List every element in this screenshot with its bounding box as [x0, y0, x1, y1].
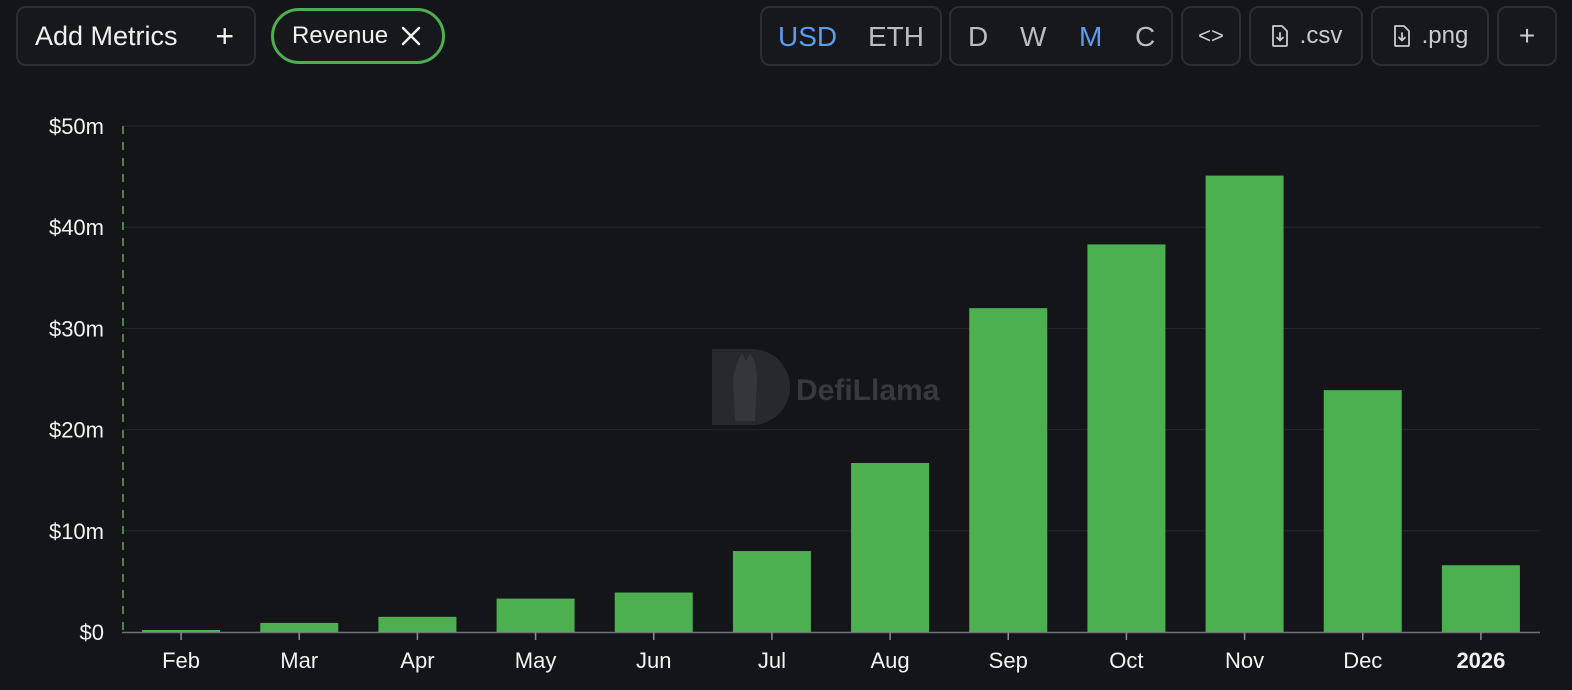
- add-metrics-button[interactable]: Add Metrics +: [16, 6, 256, 66]
- bar-mar[interactable]: [260, 622, 339, 632]
- bar-feb[interactable]: [142, 629, 221, 632]
- csv-label: .csv: [1299, 22, 1343, 49]
- download-csv-button[interactable]: .csv: [1249, 6, 1363, 66]
- currency-option-usd[interactable]: USD: [778, 21, 838, 52]
- grid-lines: [122, 125, 1540, 634]
- add-metrics-label: Add Metrics: [35, 20, 178, 51]
- watermark-text: DefiLlama: [796, 374, 940, 407]
- x-tick-label: Apr: [400, 648, 434, 673]
- x-tick-label: May: [515, 648, 557, 673]
- x-tick-label: Oct: [1109, 648, 1143, 673]
- bar-oct[interactable]: [1087, 244, 1166, 633]
- x-tick-label: Dec: [1343, 648, 1382, 673]
- x-tick-label: Mar: [280, 648, 318, 673]
- y-tick-label: $50m: [49, 114, 104, 139]
- embed-button[interactable]: <>: [1181, 6, 1241, 66]
- currency-toggle: USD ETH: [760, 6, 942, 66]
- bar-apr[interactable]: [378, 616, 457, 632]
- x-tick-label: Aug: [871, 648, 910, 673]
- bar-2026[interactable]: [1441, 565, 1520, 632]
- bar-may[interactable]: [496, 598, 575, 632]
- bar-aug[interactable]: [851, 462, 930, 632]
- plus-icon: +: [215, 18, 234, 54]
- close-icon[interactable]: [400, 23, 422, 49]
- download-png-button[interactable]: .png: [1371, 6, 1489, 66]
- x-tick-label: 2026: [1456, 648, 1505, 673]
- file-download-icon: [1271, 25, 1288, 47]
- y-tick-label: $0: [80, 620, 104, 645]
- code-icon: <>: [1198, 23, 1224, 48]
- png-label: .png: [1421, 22, 1469, 49]
- revenue-bar-chart: DefiLlama $0 $10m $20m $30m $40m $50m Feb Mar A…: [49, 114, 1540, 673]
- x-tick-label: Jun: [636, 648, 671, 673]
- y-axis-ticks: $0 $10m $20m $30m $40m $50m: [49, 114, 104, 645]
- file-download-icon: [1393, 25, 1410, 47]
- plus-icon: +: [1518, 20, 1536, 51]
- x-tick-label: Feb: [162, 648, 200, 673]
- x-tick-label: Nov: [1225, 648, 1264, 673]
- granularity-option-daily[interactable]: D: [968, 21, 989, 52]
- currency-option-eth[interactable]: ETH: [868, 21, 924, 52]
- x-tick-label: Sep: [989, 648, 1028, 673]
- bar-dec[interactable]: [1323, 390, 1402, 632]
- y-tick-label: $40m: [49, 215, 104, 240]
- more-options-button[interactable]: +: [1497, 6, 1557, 66]
- y-tick-label: $10m: [49, 519, 104, 544]
- metric-chip-revenue[interactable]: Revenue: [271, 8, 445, 64]
- granularity-toggle: D W M C: [949, 6, 1173, 66]
- bar-nov[interactable]: [1205, 175, 1284, 632]
- defillama-watermark: DefiLlama: [712, 349, 940, 425]
- bar-sep[interactable]: [969, 308, 1048, 632]
- x-tick-label: Jul: [758, 648, 786, 673]
- bars: [142, 175, 1520, 633]
- granularity-option-monthly[interactable]: M: [1079, 21, 1103, 52]
- granularity-option-cumulative[interactable]: C: [1135, 21, 1156, 52]
- y-tick-label: $20m: [49, 418, 104, 443]
- granularity-option-weekly[interactable]: W: [1020, 21, 1047, 52]
- bar-jul[interactable]: [732, 551, 811, 632]
- bar-jun[interactable]: [614, 592, 693, 632]
- y-tick-label: $30m: [49, 316, 104, 341]
- llama-icon: [733, 353, 757, 421]
- metric-chip-label: Revenue: [292, 22, 389, 49]
- x-axis-ticks: Feb Mar Apr May Jun Jul Aug Sep Oct Nov Dec 2026: [162, 632, 1505, 673]
